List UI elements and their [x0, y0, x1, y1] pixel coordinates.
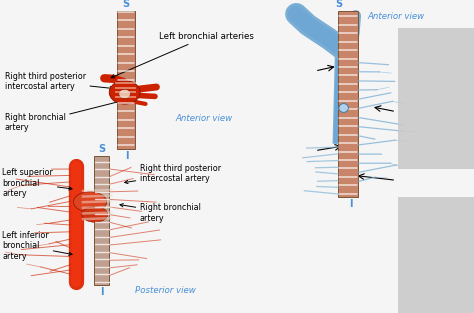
Bar	[117, 99, 135, 149]
Text: S: S	[335, 0, 343, 9]
Bar	[94, 156, 109, 285]
Ellipse shape	[339, 104, 348, 112]
Text: I: I	[349, 199, 353, 209]
Bar	[338, 11, 358, 197]
Ellipse shape	[73, 192, 107, 212]
Text: Right bronchial
artery: Right bronchial artery	[5, 96, 137, 132]
Ellipse shape	[82, 207, 108, 222]
Text: Right bronchial
artery: Right bronchial artery	[120, 203, 201, 223]
Bar	[398, 197, 474, 313]
Bar	[398, 28, 474, 169]
Ellipse shape	[118, 89, 131, 99]
Text: Left bronchial arteries: Left bronchial arteries	[111, 32, 254, 78]
Text: Anterior view: Anterior view	[175, 115, 233, 123]
Text: I: I	[125, 151, 129, 161]
Text: I: I	[100, 287, 104, 297]
Text: S: S	[98, 144, 106, 154]
Text: S: S	[122, 0, 129, 9]
Text: Posterior view: Posterior view	[135, 286, 196, 295]
Text: Anterior view: Anterior view	[367, 13, 425, 21]
Bar	[117, 11, 135, 83]
Text: Left superior
bronchial
artery: Left superior bronchial artery	[2, 168, 72, 198]
Text: Right third posterior
intercostal artery: Right third posterior intercostal artery	[125, 164, 221, 184]
Ellipse shape	[109, 80, 140, 104]
Text: Right third posterior
intercostal artery: Right third posterior intercostal artery	[5, 72, 113, 91]
Text: Left inferior
bronchial
artery: Left inferior bronchial artery	[2, 231, 72, 261]
